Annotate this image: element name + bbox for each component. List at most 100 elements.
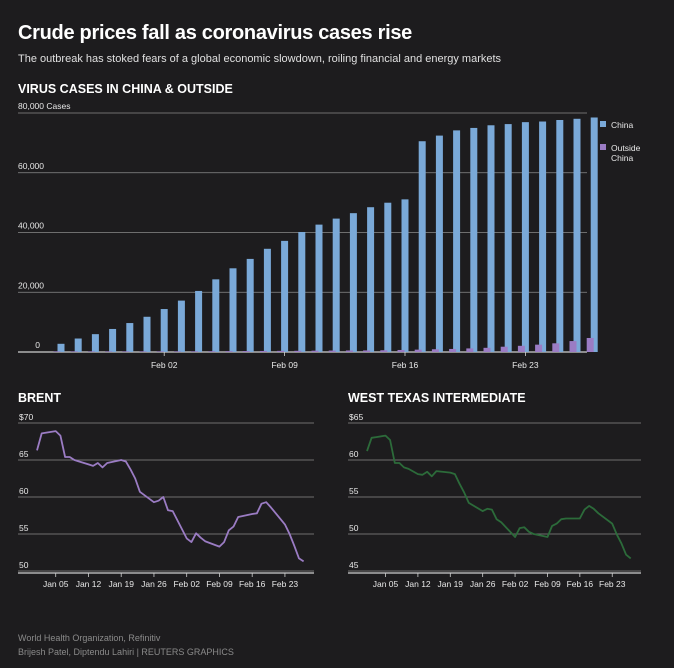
outside-china-bar (380, 350, 388, 352)
china-bar (384, 202, 392, 352)
page-subtitle: The outbreak has stoked fears of a globa… (18, 53, 502, 65)
outside-china-bar (431, 349, 439, 352)
legend-outside-label: Outside (611, 143, 641, 153)
outside-china-bar (156, 351, 164, 352)
outside-china-bar (500, 346, 508, 352)
outside-china-bar (173, 351, 181, 352)
legend-china-swatch (600, 121, 606, 127)
cases-y-tick-label: 0 (35, 340, 40, 350)
outside-china-bar (225, 351, 233, 352)
china-bar (315, 224, 323, 352)
wti-y-tick-label: $65 (349, 412, 363, 422)
china-bar (281, 240, 289, 352)
china-bar (521, 122, 529, 352)
china-bar (74, 338, 82, 352)
footer-source: World Health Organization, Refinitiv (18, 633, 161, 643)
outside-china-bar (414, 349, 422, 352)
legend-outside-swatch (600, 144, 606, 150)
china-bar (263, 248, 271, 352)
china-bar (573, 118, 581, 352)
china-bar (487, 125, 495, 352)
outside-china-bar (191, 351, 199, 352)
china-bar (470, 127, 478, 353)
cases-y-tick-label: 80,000 Cases (18, 101, 70, 111)
outside-china-bar (466, 348, 474, 352)
wti-y-tick-label: 60 (349, 449, 359, 459)
outside-china-bar (259, 350, 267, 352)
outside-china-bar (122, 351, 130, 352)
outside-china-bar (87, 351, 95, 352)
outside-china-bar (139, 351, 147, 352)
legend-outside-label: China (611, 153, 633, 163)
wti-x-tick-label: Jan 05 (373, 579, 399, 589)
china-bar (401, 199, 409, 352)
cases-chart-title: VIRUS CASES IN CHINA & OUTSIDE (18, 82, 233, 96)
china-bar (418, 141, 426, 352)
china-bar (453, 130, 461, 352)
wti-price-line (366, 434, 632, 560)
outside-china-bar (363, 350, 371, 352)
legend-china-label: China (611, 120, 633, 130)
cases-x-tick-label: Feb 16 (392, 360, 419, 370)
outside-china-bar (586, 337, 594, 352)
brent-x-tick-label: Feb 16 (239, 579, 266, 589)
wti-x-tick-label: Jan 26 (470, 579, 496, 589)
outside-china-bar (345, 350, 353, 352)
brent-x-tick-label: Feb 23 (272, 579, 299, 589)
outside-china-bar (552, 343, 560, 352)
wti-chart-title: WEST TEXAS INTERMEDIATE (348, 391, 526, 405)
outside-china-bar (449, 348, 457, 352)
wti-y-tick-label: 55 (349, 486, 359, 496)
footer-credit: Brijesh Patel, Diptendu Lahiri | REUTERS… (18, 647, 234, 657)
outside-china-bar (277, 350, 285, 352)
china-bar (143, 316, 151, 352)
outside-china-bar (569, 341, 577, 352)
china-bar (126, 323, 134, 352)
china-bar (332, 218, 340, 352)
outside-china-bar (208, 351, 216, 352)
china-bar (435, 135, 443, 352)
brent-x-tick-label: Jan 26 (141, 579, 167, 589)
china-bar (91, 334, 99, 352)
brent-x-tick-label: Jan 05 (43, 579, 69, 589)
outside-china-bar (397, 349, 405, 352)
outside-china-bar (105, 351, 113, 352)
cases-y-tick-label: 40,000 (18, 221, 44, 231)
china-bar (177, 300, 185, 352)
china-bar (298, 231, 306, 352)
wti-x-tick-label: Jan 12 (405, 579, 431, 589)
wti-x-tick-label: Jan 19 (438, 579, 464, 589)
brent-x-tick-label: Jan 19 (108, 579, 134, 589)
china-bar (229, 268, 237, 352)
page-title: Crude prices fall as coronavirus cases r… (18, 22, 412, 44)
wti-y-tick-label: 45 (349, 560, 359, 570)
wti-y-tick-label: 50 (349, 523, 359, 533)
brent-x-tick-label: Feb 02 (173, 579, 200, 589)
china-bar (109, 328, 117, 352)
outside-china-bar (242, 351, 250, 352)
brent-price-line (36, 430, 305, 563)
cases-y-tick-label: 60,000 (18, 161, 44, 171)
china-bar (590, 117, 598, 353)
outside-china-bar (53, 351, 61, 352)
china-bar (556, 119, 564, 352)
china-bar (367, 207, 375, 352)
outside-china-bar (535, 344, 543, 352)
wti-x-tick-label: Feb 09 (534, 579, 561, 589)
china-bar (57, 343, 65, 352)
wti-x-tick-label: Feb 02 (502, 579, 529, 589)
wti-x-tick-label: Feb 23 (599, 579, 626, 589)
china-bar (212, 279, 220, 352)
brent-chart-title: BRENT (18, 391, 62, 405)
china-bar (504, 124, 512, 352)
brent-y-tick-label: 55 (19, 523, 29, 533)
brent-x-tick-label: Jan 12 (76, 579, 102, 589)
cases-y-tick-label: 20,000 (18, 280, 44, 290)
outside-china-bar (517, 345, 525, 352)
cases-x-tick-label: Feb 02 (151, 360, 178, 370)
china-bar (539, 121, 547, 352)
wti-x-tick-label: Feb 16 (567, 579, 594, 589)
cases-x-tick-label: Feb 23 (512, 360, 539, 370)
cases-x-tick-label: Feb 09 (271, 360, 298, 370)
